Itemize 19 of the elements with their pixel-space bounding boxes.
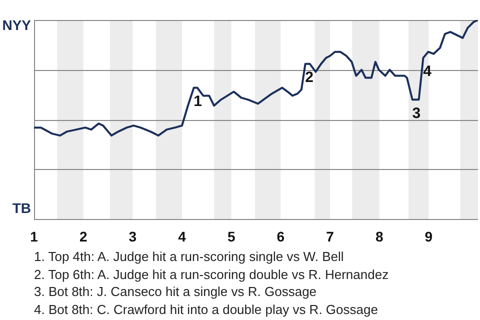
x-tick-label: 1	[30, 228, 38, 244]
text: 4. Bot 8th: C. Crawford hit into a double play vs R. Gossage	[34, 300, 379, 318]
x-tick-label: 5	[227, 228, 236, 244]
annotation: 3	[412, 104, 421, 122]
text: 2. Top 6th: A. Judge hit a run-scoring double vs R. Hernandez	[34, 266, 390, 283]
annotation: 2	[305, 68, 314, 86]
x-tick-label: 6	[276, 228, 285, 244]
text: 3. Bot 8th: J. Canseco hit a single vs R. Gossage	[34, 283, 318, 300]
annotation: 4	[423, 62, 432, 80]
text: 1. Top 4th: A. Judge hit a run-scoring single vs W. Bell	[34, 248, 345, 266]
x-tick-label: 9	[424, 228, 433, 244]
x-tick-label: 2	[79, 228, 88, 244]
x-tick-label: 4	[178, 228, 186, 244]
x-tick-label: 7	[326, 228, 334, 244]
ref-line-label: TB	[12, 200, 31, 216]
x-tick-label: 3	[128, 228, 137, 244]
x-tick-label: 8	[375, 228, 384, 244]
ref-line-label: NYY	[2, 16, 32, 33]
annotation: 1	[194, 92, 202, 110]
